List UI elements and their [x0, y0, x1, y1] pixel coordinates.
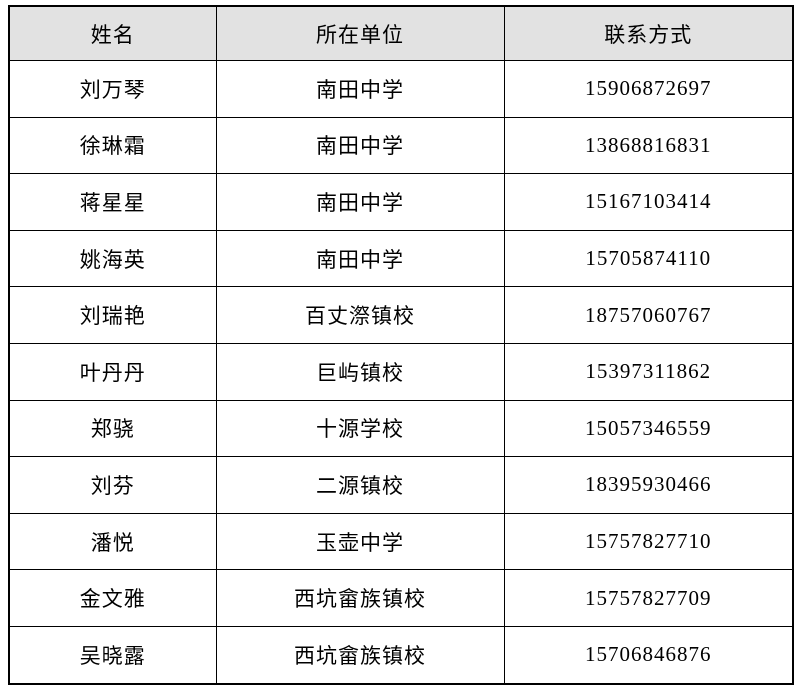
table-row: 叶丹丹 巨屿镇校 15397311862 [8, 342, 794, 401]
cell-phone: 15906872697 [503, 60, 794, 118]
cell-name: 潘悦 [8, 512, 217, 571]
table-row: 金文雅 西坑畲族镇校 15757827709 [8, 569, 794, 627]
table-body: 刘万琴 南田中学 15906872697 徐琳霜 南田中学 13868816831 蒋星星南… [8, 60, 794, 685]
cell-unit: 南田中学 [215, 173, 505, 231]
cell-unit: 十源学校 [215, 399, 505, 458]
column-header-phone: 联系方式 [503, 5, 794, 61]
table-row: 郑骁 十源学校 15057346559 [8, 399, 794, 458]
table-row: 刘瑞艳 百丈漈镇校 18757060767 [8, 286, 794, 344]
cell-name: 蒋星星 [8, 173, 217, 231]
table-header: 姓名 所在单位 联系方式 [8, 5, 794, 61]
cell-phone: 15057346559 [503, 399, 794, 458]
contact-table: 姓名 所在单位 联系方式 刘万琴 南田中学 15906872697 徐琳霜 南田中学 13… [8, 5, 794, 685]
cell-phone: 18757060767 [503, 286, 794, 344]
table-row: 徐琳霜 南田中学 13868816831 [8, 116, 794, 175]
cell-name: 徐琳霜 [8, 116, 217, 175]
cell-unit: 西坑畲族镇校 [215, 569, 505, 627]
cell-unit: 二源镇校 [215, 456, 505, 514]
header-row: 姓名 所在单位 联系方式 [8, 5, 794, 61]
table-row: 吴晓露 西坑畲族镇校 15706846876 [8, 625, 794, 685]
table-row: 刘芬 二源镇校 18395930466 [8, 456, 794, 514]
table-row: 蒋星星 南田中学 15167103414 [8, 173, 794, 231]
cell-name: 金文雅 [8, 569, 217, 627]
cell-name: 刘瑞艳 [8, 286, 217, 344]
cell-phone: 15705874110 [503, 229, 794, 288]
cell-unit: 巨屿镇校 [215, 342, 505, 401]
column-header-unit: 所在单位 [215, 5, 505, 61]
cell-name: 叶丹丹 [8, 342, 217, 401]
cell-phone: 15397311862 [503, 342, 794, 401]
column-header-name: 姓名 [8, 5, 217, 61]
cell-name: 刘万琴 [8, 60, 217, 118]
cell-unit: 西坑畲族镇校 [215, 625, 505, 685]
cell-phone: 15167103414 [503, 173, 794, 231]
cell-unit: 南田中学 [215, 60, 505, 118]
cell-name: 吴晓露 [8, 625, 217, 685]
cell-unit: 南田中学 [215, 116, 505, 175]
cell-unit: 玉壶中学 [215, 512, 505, 571]
cell-name: 刘芬 [8, 456, 217, 514]
cell-phone: 13868816831 [503, 116, 794, 175]
cell-phone: 15706846876 [503, 625, 794, 685]
table-row: 潘悦 玉壶中学 15757827710 [8, 512, 794, 571]
cell-name: 姚海英 [8, 229, 217, 288]
table-row: 刘万琴 南田中学 15906872697 [8, 60, 794, 118]
table-row: 姚海英 南田中学 15705874110 [8, 229, 794, 288]
cell-phone: 15757827710 [503, 512, 794, 571]
cell-unit: 百丈漈镇校 [215, 286, 505, 344]
cell-name: 郑骁 [8, 399, 217, 458]
cell-unit: 南田中学 [215, 229, 505, 288]
cell-phone: 18395930466 [503, 456, 794, 514]
cell-phone: 15757827709 [503, 569, 794, 627]
